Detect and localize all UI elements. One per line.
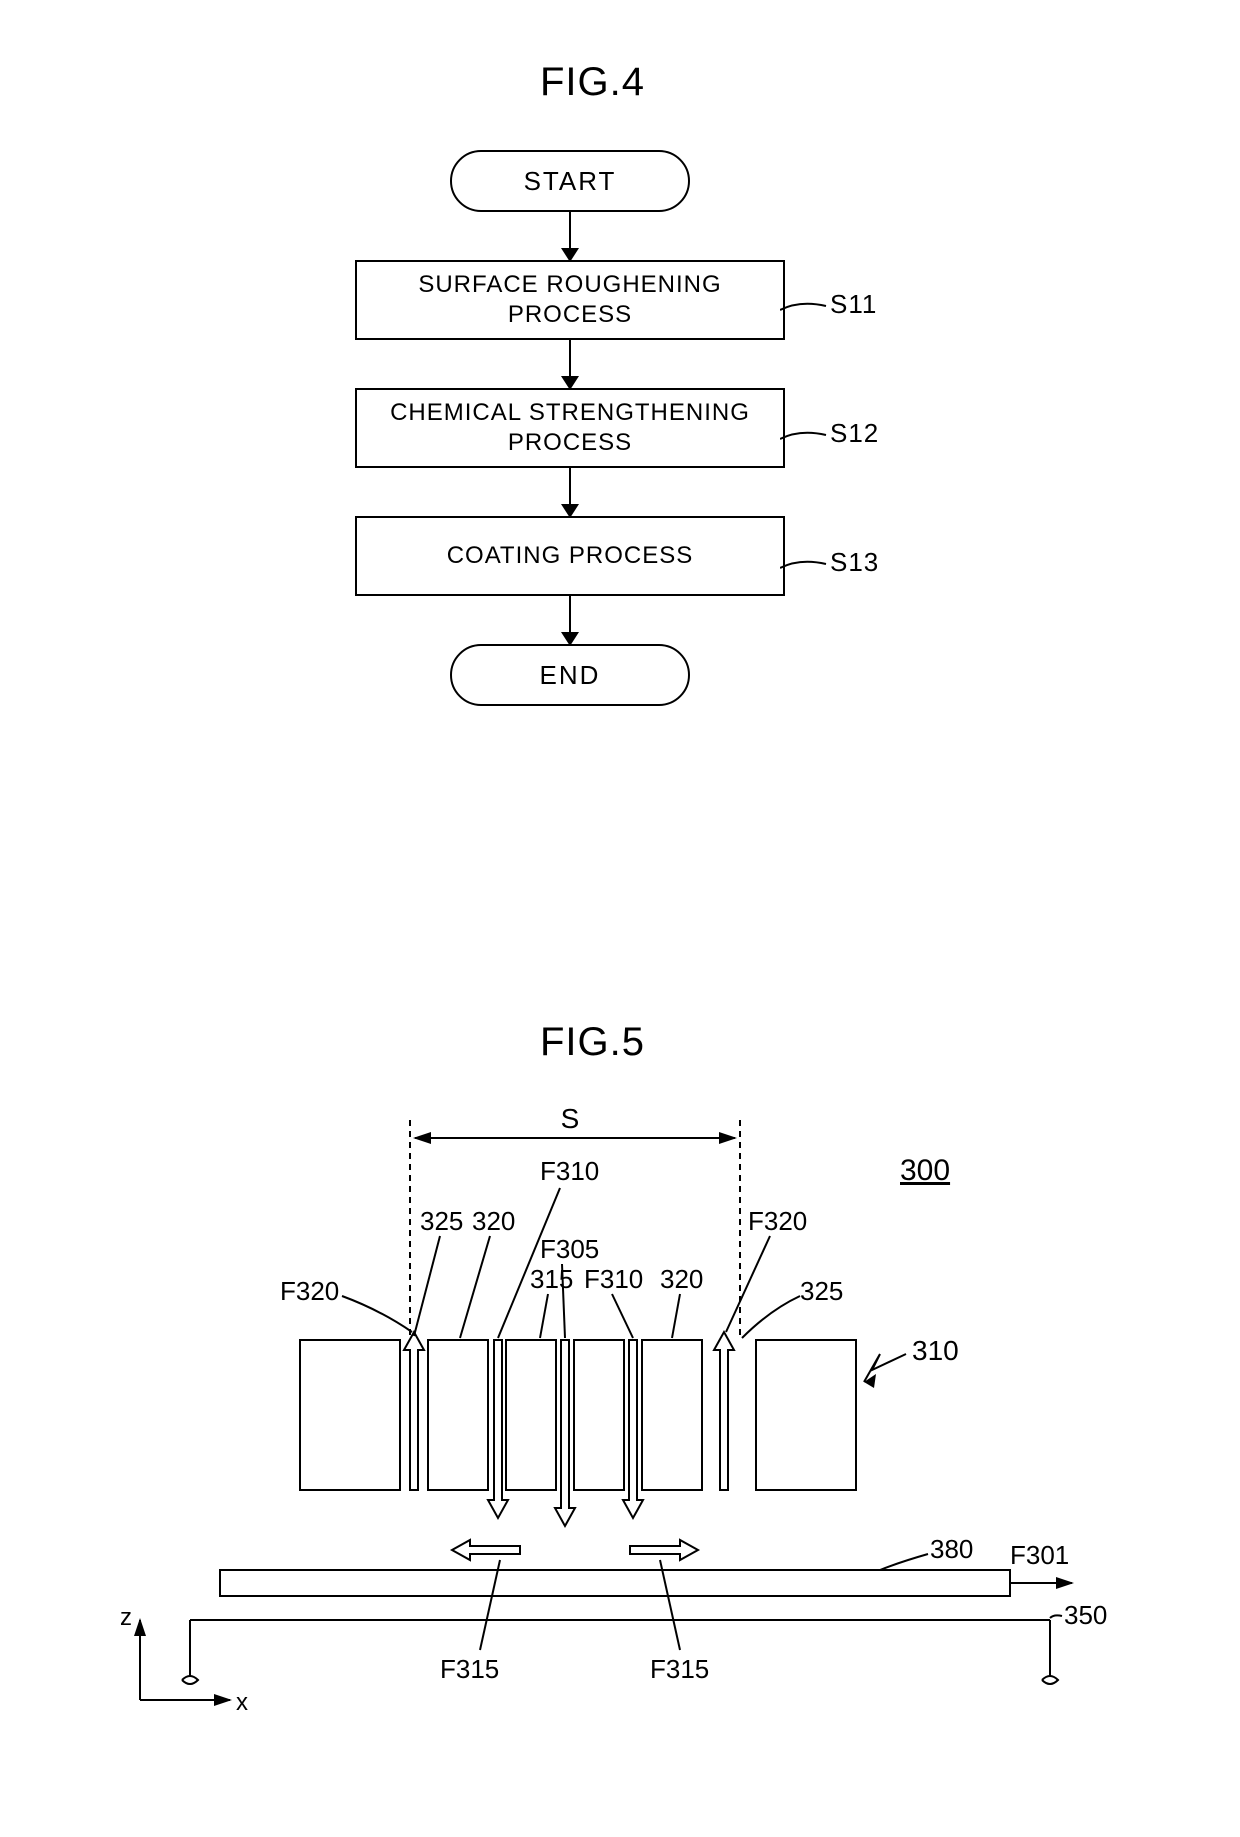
arrow <box>569 212 571 260</box>
lbl: 320 <box>472 1206 515 1236</box>
lead-line <box>780 429 830 449</box>
lbl: F305 <box>540 1234 599 1264</box>
lead-line <box>780 558 830 578</box>
step-label: S13 <box>830 547 879 578</box>
h-arrow-left <box>452 1540 520 1560</box>
lbl: 325 <box>420 1206 463 1236</box>
lbl-f315l: F315 <box>440 1654 499 1684</box>
page: FIG.4 START SURFACE ROUGHENING PROCESS C… <box>0 0 1240 1837</box>
up-arrow-left <box>404 1332 424 1490</box>
step-label: S12 <box>830 418 879 449</box>
lbl-f301: F301 <box>1010 1540 1069 1570</box>
span-label: S <box>561 1103 580 1134</box>
lbl: 315 <box>530 1264 573 1294</box>
arrow <box>569 340 571 388</box>
fig5-container: FIG.5 300 S <box>0 1020 1240 1820</box>
down-arrow <box>623 1340 643 1518</box>
fig5-title: FIG.5 <box>540 1020 645 1065</box>
lbl: 320 <box>660 1264 703 1294</box>
arrow <box>569 596 571 644</box>
axis-z: z <box>120 1604 132 1631</box>
lbl: F310 <box>540 1156 599 1186</box>
lbl: 325 <box>800 1276 843 1306</box>
up-arrow-right <box>714 1332 734 1490</box>
arrow <box>569 468 571 516</box>
process-step-2: CHEMICAL STRENGTHENING PROCESS <box>355 388 785 468</box>
lbl: F310 <box>584 1264 643 1294</box>
lead-line <box>780 300 830 320</box>
end-terminator: END <box>450 644 690 706</box>
h-arrow-right <box>630 1540 698 1560</box>
fig4-title: FIG.4 <box>540 60 645 105</box>
fig5-diagram: 300 S <box>0 1060 1240 1800</box>
ref-300: 300 <box>900 1154 950 1187</box>
lbl: F320 <box>280 1276 339 1306</box>
lbl-350: 350 <box>1064 1600 1107 1630</box>
fig4-flowchart: START SURFACE ROUGHENING PROCESS CHEMICA… <box>310 150 830 706</box>
start-terminator: START <box>450 150 690 212</box>
lbl: F320 <box>748 1206 807 1236</box>
lbl-f315r: F315 <box>650 1654 709 1684</box>
process-step-3: COATING PROCESS <box>355 516 785 596</box>
axis-x: x <box>236 1689 248 1716</box>
lbl-380: 380 <box>930 1534 973 1564</box>
lbl-310: 310 <box>912 1335 959 1366</box>
down-arrow <box>555 1340 575 1526</box>
step-label: S11 <box>830 289 877 320</box>
process-step-1: SURFACE ROUGHENING PROCESS <box>355 260 785 340</box>
